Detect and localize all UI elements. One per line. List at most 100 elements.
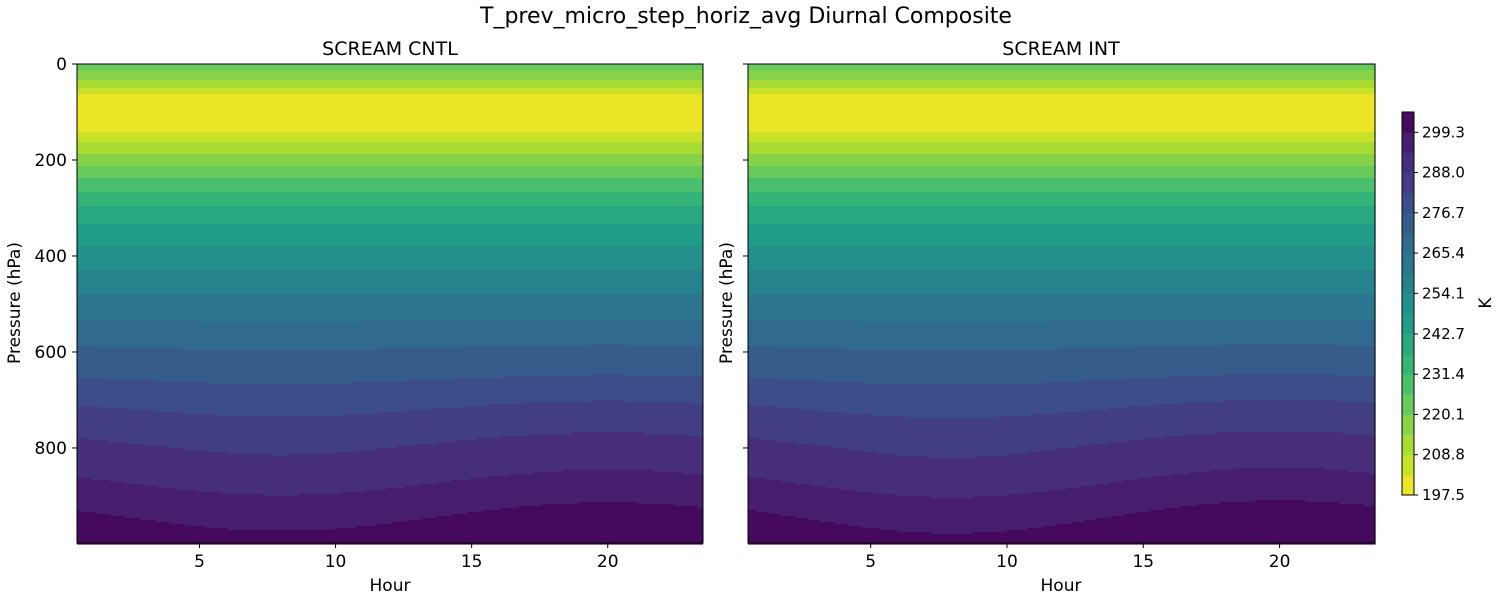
contour-band-segment: [1189, 472, 1370, 475]
contour-band-segment: [77, 320, 201, 323]
contour-band-segment: [748, 332, 1376, 335]
contour-band-segment: [748, 170, 1376, 173]
contour-band-segment: [167, 446, 396, 449]
contour-band-segment: [77, 306, 703, 309]
contour-band-segment: [820, 380, 1085, 383]
contour-band-segment: [206, 526, 357, 529]
contour-band-segment: [748, 364, 1376, 367]
contour-band-segment: [77, 238, 703, 241]
contour-band-segment: [748, 252, 1376, 255]
contour-band-segment: [748, 196, 1376, 199]
contour-band-segment: [748, 198, 1376, 201]
contour-band-segment: [1042, 450, 1376, 453]
contour-band-segment: [380, 348, 703, 351]
contour-band-segment: [77, 530, 703, 533]
contour-band-segment: [859, 320, 1049, 323]
contour-band-segment: [77, 132, 703, 135]
y-tick-label: 200: [35, 151, 67, 171]
x-axis-label: Hour: [370, 576, 411, 596]
contour-band-segment: [748, 496, 932, 499]
contour-band-segment: [1165, 508, 1376, 511]
contour-band-segment: [748, 518, 809, 521]
contour-band-segment: [748, 104, 1376, 107]
contour-band-segment: [77, 282, 703, 285]
contour-band-segment: [1042, 382, 1376, 385]
contour-band-segment: [1306, 500, 1376, 503]
contour-band-segment: [748, 502, 1220, 505]
contour-band-segment: [77, 258, 703, 261]
contour-band-segment: [748, 90, 1376, 93]
contour-band-segment: [77, 194, 703, 197]
contour-band-segment: [1255, 500, 1307, 503]
contour-band-segment: [748, 242, 1376, 245]
contour-band-segment: [362, 320, 703, 323]
contour-band-segment: [221, 492, 342, 495]
contour-band-segment: [77, 536, 703, 539]
contour-band-segment: [748, 372, 1376, 375]
colorbar-tick-label: 197.5: [1422, 486, 1465, 504]
contour-band-segment: [77, 372, 703, 375]
contour-band-segment: [748, 462, 1376, 465]
contour-band-segment: [572, 432, 645, 435]
contour-band-segment: [748, 202, 1376, 205]
contour-band-segment: [748, 400, 1223, 403]
contour-band-segment: [748, 160, 1376, 163]
contour-band-segment: [781, 514, 1124, 517]
contour-band-segment: [748, 378, 782, 381]
contour-band-segment: [77, 374, 591, 377]
contour-band-segment: [898, 530, 1007, 533]
contour-band-segment: [748, 438, 761, 441]
contour-band-segment: [748, 248, 1376, 251]
contour-band-segment: [77, 310, 703, 313]
contour-band-segment: [218, 414, 345, 417]
contour-band-segment: [1108, 408, 1376, 411]
contour-band-segment: [748, 268, 1376, 271]
contour-band-segment: [77, 344, 591, 347]
contour-band-segment: [1048, 320, 1376, 323]
contour-band-segment: [1123, 514, 1376, 517]
colorbar-segment: [1402, 112, 1414, 133]
contour-band-segment: [77, 182, 703, 185]
contour-band-segment: [871, 414, 1034, 417]
contour-band-segment: [748, 130, 1376, 133]
contour-band-segment: [748, 308, 1376, 311]
contour-band-segment: [290, 454, 703, 457]
contour-band-segment: [1084, 410, 1376, 413]
contour-band-segment: [77, 102, 703, 105]
contour-band-segment: [77, 366, 703, 369]
contour-band-segment: [77, 352, 703, 355]
contour-band-segment: [847, 448, 1058, 451]
contour-band-segment: [419, 484, 703, 487]
contour-band-segment: [227, 452, 336, 455]
contour-band-segment: [748, 80, 1376, 83]
contour-band-segment: [748, 316, 1376, 319]
contour-band-segment: [748, 224, 1376, 227]
contour-band-segment: [748, 458, 1376, 461]
contour-band-segment: [77, 438, 87, 441]
contour-band-segment: [77, 288, 703, 291]
contour-band-segment: [748, 262, 1376, 265]
contour-band-segment: [77, 126, 703, 129]
contour-band-segment: [748, 510, 758, 513]
contour-band-segment: [77, 178, 703, 181]
contour-band-segment: [335, 452, 703, 455]
contour-band-segment: [77, 364, 703, 367]
contour-band-segment: [748, 228, 1376, 231]
contour-band-segment: [748, 304, 1376, 307]
contour-band-segment: [437, 482, 703, 485]
contour-band-segment: [77, 230, 703, 233]
contour-band-segment: [1222, 400, 1337, 403]
contour-band-segment: [757, 510, 1151, 513]
contour-band-segment: [530, 434, 687, 437]
x-tick-label: 5: [194, 552, 205, 572]
contour-band-segment: [77, 292, 703, 295]
contour-band-segment: [748, 190, 1376, 193]
contour-band-segment: [748, 410, 821, 413]
contour-band-segment: [452, 480, 703, 483]
contour-band-segment: [748, 380, 821, 383]
colorbar-segment: [1402, 454, 1414, 476]
contour-band-segment: [77, 226, 703, 229]
contour-band-segment: [748, 540, 1376, 543]
contour-band-segment: [1090, 444, 1376, 447]
contour-band-segment: [748, 154, 1376, 157]
